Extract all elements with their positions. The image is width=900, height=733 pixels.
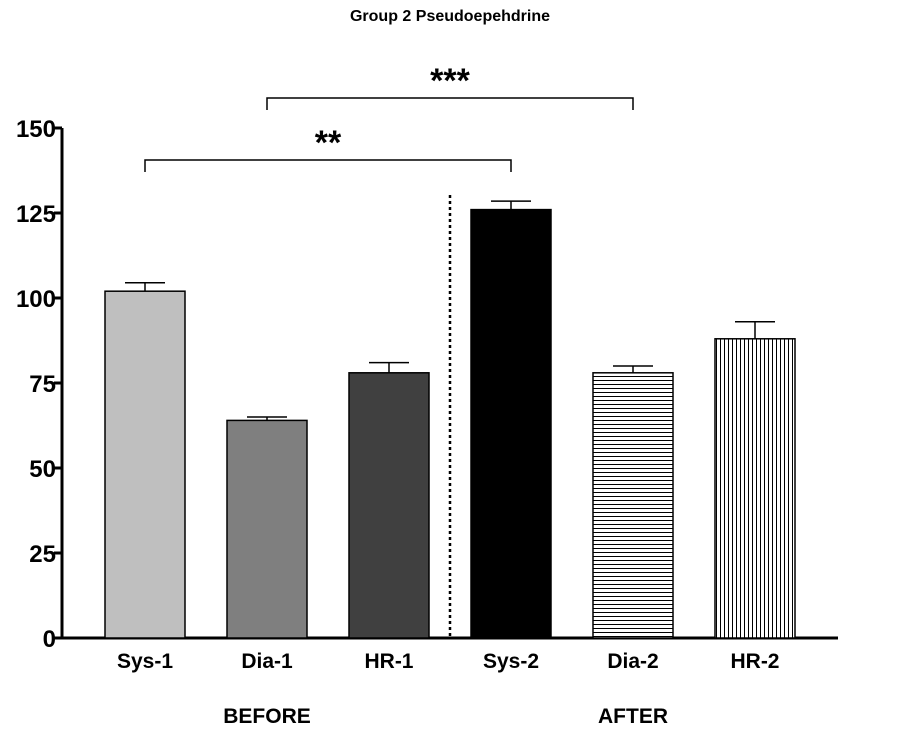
bar-hr-1 [348,372,430,639]
x-tick-label: Dia-1 [241,650,293,673]
bar-sys-1 [104,290,186,639]
group-label: BEFORE [223,705,311,728]
chart-title: Group 2 Pseudoepehdrine [350,8,550,25]
x-tick-label: Sys-2 [483,650,539,673]
y-tick-label: 50 [29,456,56,483]
group-labels: BEFORE AFTER [223,705,668,728]
y-tick-label: 0 [43,626,56,653]
axes: 0 25 50 75 100 125 150 [16,116,838,653]
group-label: AFTER [598,705,668,728]
significance-bracket [266,97,634,110]
significance-bracket [144,159,512,172]
bar-hr-2 [714,338,796,639]
y-tick-label: 25 [29,541,56,568]
bar-sys-2 [470,208,552,639]
y-tick-label: 150 [16,116,56,143]
significance-label: ** [315,124,342,162]
significance-label: *** [430,62,470,100]
bars [104,195,796,639]
y-tick-label: 125 [16,201,56,228]
y-tick-label: 100 [16,286,56,313]
bar-dia-2 [592,372,674,639]
y-tick-label: 75 [29,371,56,398]
x-tick-label: Dia-2 [607,650,658,673]
significance-brackets: ***** [144,62,634,172]
x-tick-label: HR-1 [364,650,413,673]
error-bars [125,200,775,421]
bar-dia-1 [226,419,308,639]
x-tick-labels: Sys-1 Dia-1 HR-1 Sys-2 Dia-2 HR-2 [117,650,780,673]
x-tick-label: Sys-1 [117,650,173,673]
x-tick-label: HR-2 [730,650,779,673]
